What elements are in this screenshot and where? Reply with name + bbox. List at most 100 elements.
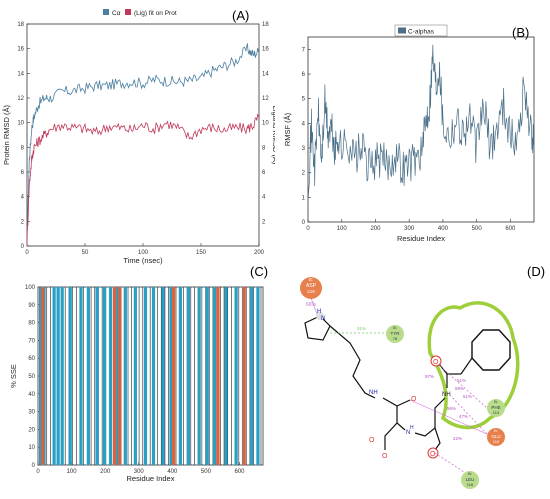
sse-bar-helix [161, 287, 165, 465]
x-tick-label: 600 [505, 226, 516, 232]
sse-bar-helix [205, 287, 209, 465]
sse-bar-helix [39, 287, 43, 465]
oxalamide-bond [382, 397, 406, 431]
amine-n-label: N [406, 430, 410, 436]
rmsd-chart: (A) Cα (Lig) fit on Prot 0 50 100 150 200 0 2 4… [2, 8, 275, 265]
sse-bar-strand [112, 287, 117, 465]
panel-label-a: (A) [232, 8, 249, 23]
legend-label-calphas: C-alphas [408, 29, 435, 36]
residue-circle [487, 399, 505, 417]
y-tick-label: 6 [302, 72, 306, 78]
y-right-tick-label: 14 [262, 71, 269, 77]
x-tick-label: 600 [234, 469, 245, 475]
x-tick-label: 300 [404, 226, 415, 232]
y-tick-label: 3 [302, 146, 306, 152]
sse-chart-panel: (C) 0 100 200 300 400 500 600 0 10 20 30 40 50 60 70 80… [0, 258, 275, 499]
pct-59: 59% [455, 386, 464, 391]
residue-number: 116 [467, 482, 474, 487]
y-tick-label: 60 [28, 356, 35, 362]
acid-bond [384, 422, 398, 450]
y-axis-label: % SSE [9, 364, 18, 388]
x-axis-label: Residue Index [397, 234, 445, 243]
acid-o2-label: O [382, 453, 388, 460]
pct-31: 31% [357, 326, 366, 331]
interaction-line [409, 399, 488, 435]
sse-bar-helix [52, 287, 56, 465]
rmsd-axes: 0 50 100 150 200 0 2 4 6 8 10 12 14 16 18 Time (nsec) Pr… [2, 22, 275, 265]
sse-bar-helix [60, 287, 64, 465]
panel-label-b: (B) [512, 25, 529, 40]
alkyl-linker [329, 325, 376, 399]
sse-bar-strand [216, 287, 220, 465]
saltbridge-asp219 [310, 297, 318, 315]
carbonyl-oxygen [430, 355, 442, 367]
x-tick-label: 200 [370, 226, 381, 232]
residue-glu119: B: GLU 119 [487, 428, 505, 446]
y-right-axis-label: Ligand RMSD (Å) [271, 106, 275, 165]
imidazole-h-label: H [317, 309, 321, 315]
sse-bar-helix [86, 287, 90, 465]
sse-bar-helix [213, 287, 217, 465]
sse-bar-helix [68, 287, 72, 465]
sse-bar-helix [108, 287, 113, 465]
sse-axes: 0 100 200 300 400 500 600 0 10 20 30 40 50 60 70 80 90 10… [9, 285, 264, 483]
y-tick-label: 12 [17, 96, 24, 102]
series-line-ligand [26, 113, 260, 247]
residue-circle [386, 325, 404, 343]
x-axis-label: Residue Index [127, 474, 175, 483]
residue-number: 119 [493, 439, 500, 444]
y-tick-label: 90 [28, 303, 35, 309]
y-axis-label: RMSF (Å) [283, 112, 292, 146]
amide-nh-label: NH [442, 392, 451, 398]
residue-name: PHE [491, 405, 500, 410]
pct-97: 97% [425, 374, 434, 379]
pct-47: 47% [459, 414, 468, 419]
cyclooctane-ring [471, 329, 511, 371]
x-tick-label: 0 [25, 250, 29, 256]
residue-chain: B: [494, 428, 498, 433]
y-tick-label: 6 [21, 170, 25, 176]
series-line-ca [26, 43, 260, 236]
residue-number: 78 [393, 336, 398, 341]
oxalamide-carbonyl [396, 399, 411, 407]
residue-circle [461, 471, 479, 489]
sse-bar-helix [115, 287, 119, 465]
y-tick-label: 7 [302, 47, 306, 53]
x-axis-label: Time (nsec) [123, 256, 163, 265]
residue-chain: B: [309, 277, 313, 282]
y-tick-label: 1 [302, 195, 306, 201]
y-right-tick-label: 10 [262, 121, 269, 127]
residue-number: 113 [493, 410, 500, 415]
rmsd-legend: Cα (Lig) fit on Prot [103, 9, 177, 17]
pct-22: 22% [453, 436, 462, 441]
sse-bar-helix [178, 287, 182, 465]
y-tick-label: 8 [21, 145, 25, 151]
y-tick-label: 16 [17, 47, 24, 53]
sse-bar-helix [151, 287, 156, 465]
sse-bar-helix [234, 287, 238, 465]
sse-bar-helix [224, 287, 228, 465]
y-tick-label: 10 [17, 121, 24, 127]
pct-56: 56% [447, 406, 456, 411]
rmsf-axes: 0 100 200 300 400 500 600 0 1 2 3 4 5 6 7 Residue Index… [283, 36, 535, 243]
residue-name: GLU [491, 434, 500, 439]
series-line-calphas [307, 44, 535, 204]
sse-bar-helix [102, 287, 107, 465]
sse-bar-strand [172, 287, 176, 465]
sse-bar-helix [123, 287, 127, 465]
carboxyl-bond [434, 427, 441, 451]
y-axis-label: Protein RMSD (Å) [2, 104, 11, 165]
y-right-tick-label: 6 [262, 170, 266, 176]
x-tick-label: 100 [138, 250, 149, 256]
ligand-interaction-diagram: (D) O NH O H N NH O N H O O [300, 264, 545, 489]
rmsf-chart: (B) C-alphas 0 100 200 300 400 500 600 0 1 2 3 4 5 6 7… [283, 24, 535, 243]
pct-51: 51% [457, 378, 466, 383]
plot-frame [26, 23, 260, 247]
y-tick-label: 0 [32, 463, 36, 469]
y-tick-label: 0 [21, 244, 25, 250]
binding-pocket-outline [427, 301, 520, 430]
sse-bar-helix [169, 287, 173, 465]
sse-bar-helix [133, 287, 137, 465]
residue-asp219: B: ASP 219 66% [300, 277, 322, 308]
residue-phe113: B: PHE 113 [487, 399, 505, 417]
